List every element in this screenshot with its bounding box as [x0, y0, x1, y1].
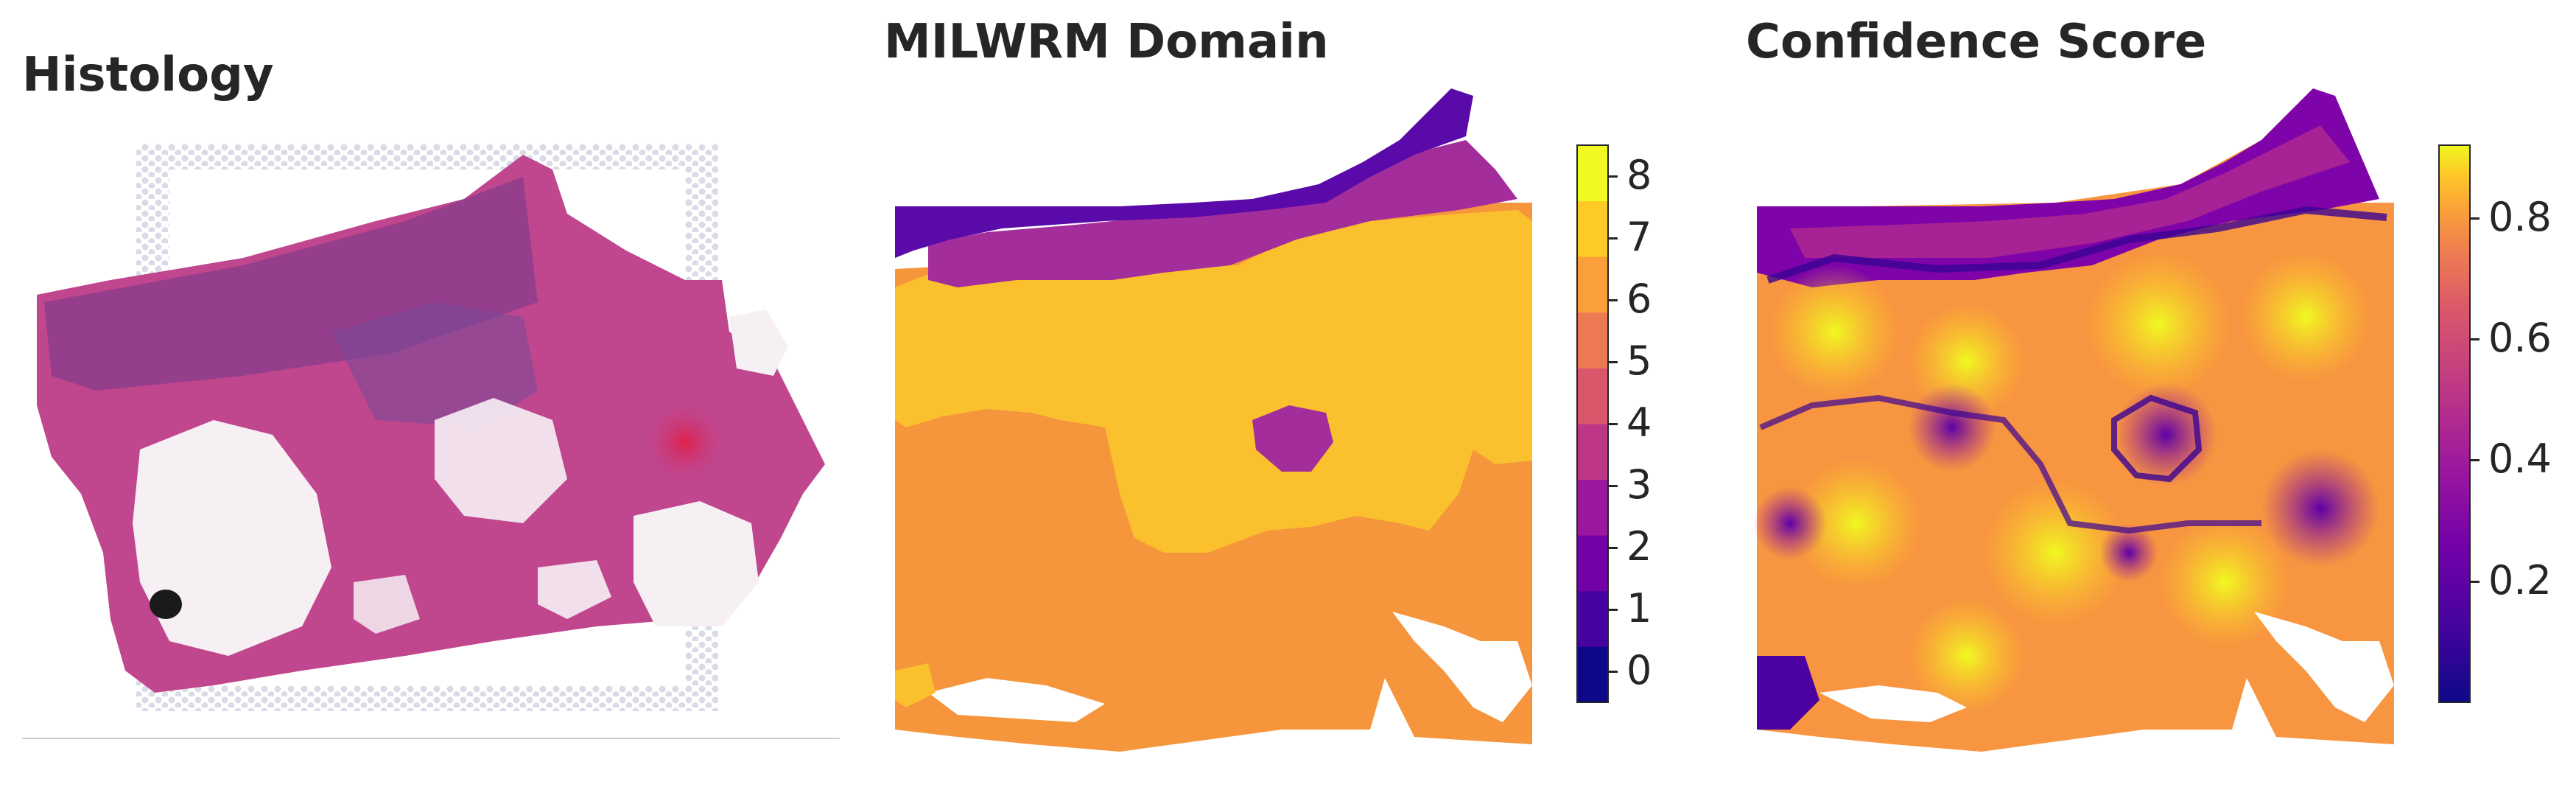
- domain-colorbar-tick: 1: [1626, 585, 1652, 632]
- domain-colorbar-tickmark: [1609, 485, 1618, 487]
- domain-colorbar-tickmark: [1609, 361, 1618, 363]
- histology-title: Histology: [22, 48, 274, 102]
- domain-colorbar-segment: [1577, 312, 1608, 368]
- histology-image: [22, 111, 840, 741]
- domain-colorbar-tickmark: [1609, 547, 1618, 549]
- confidence-colorbar-tick: 0.8: [2488, 193, 2552, 240]
- domain-colorbar-segment: [1577, 646, 1608, 703]
- confidence-colorbar-tick: 0.6: [2488, 314, 2552, 361]
- domain-colorbar-segment: [1577, 535, 1608, 592]
- domain-colorbar-tickmark: [1609, 299, 1618, 301]
- domain-colorbar-tick: 0: [1626, 647, 1652, 693]
- confidence-colorbar-tickmark: [2471, 459, 2480, 462]
- domain-colorbar-segment: [1577, 479, 1608, 536]
- domain-colorbar-tickmark: [1609, 175, 1618, 178]
- domain-colorbar-segment: [1577, 368, 1608, 424]
- domain-colorbar-tick: 5: [1626, 338, 1652, 384]
- domain-colorbar-tick: 3: [1626, 461, 1652, 508]
- domain-colorbar-tick: 6: [1626, 276, 1652, 322]
- domain-colorbar-tick: 7: [1626, 214, 1652, 260]
- domain-colorbar-segment: [1577, 200, 1608, 257]
- domain-colorbar-segment: [1577, 424, 1608, 480]
- domain-colorbar-tickmark: [1609, 237, 1618, 240]
- confidence-colorbar-tick: 0.4: [2488, 436, 2552, 483]
- domain-map: [895, 88, 1532, 752]
- domain-colorbar-tick: 2: [1626, 523, 1652, 570]
- confidence-colorbar: [2438, 144, 2471, 703]
- fat-region: [133, 420, 331, 656]
- domain-colorbar-tick: 8: [1626, 152, 1652, 198]
- domain-colorbar-segment: [1577, 145, 1608, 202]
- domain-colorbar-tickmark: [1609, 423, 1618, 425]
- confidence-colorbar-tickmark: [2471, 338, 2480, 340]
- domain-colorbar-tick: 4: [1626, 399, 1652, 446]
- confidence-colorbar-tickmark: [2471, 580, 2480, 583]
- domain-7-region: [895, 210, 1532, 553]
- confidence-colorbar-tickmark: [2471, 217, 2480, 220]
- domain-colorbar-tickmark: [1609, 671, 1618, 673]
- domain-1-region: [895, 88, 1473, 258]
- domain-colorbar-tickmark: [1609, 609, 1618, 611]
- confidence-title: Confidence Score: [1746, 15, 2207, 69]
- confidence-map: [1753, 88, 2394, 752]
- domain-colorbar-segment: [1577, 256, 1608, 313]
- domain-colorbar-segment: [1577, 590, 1608, 647]
- domain-title: MILWRM Domain: [884, 15, 1329, 69]
- domain-colorbar: [1576, 144, 1609, 703]
- confidence-colorbar-tick: 0.2: [2488, 556, 2552, 604]
